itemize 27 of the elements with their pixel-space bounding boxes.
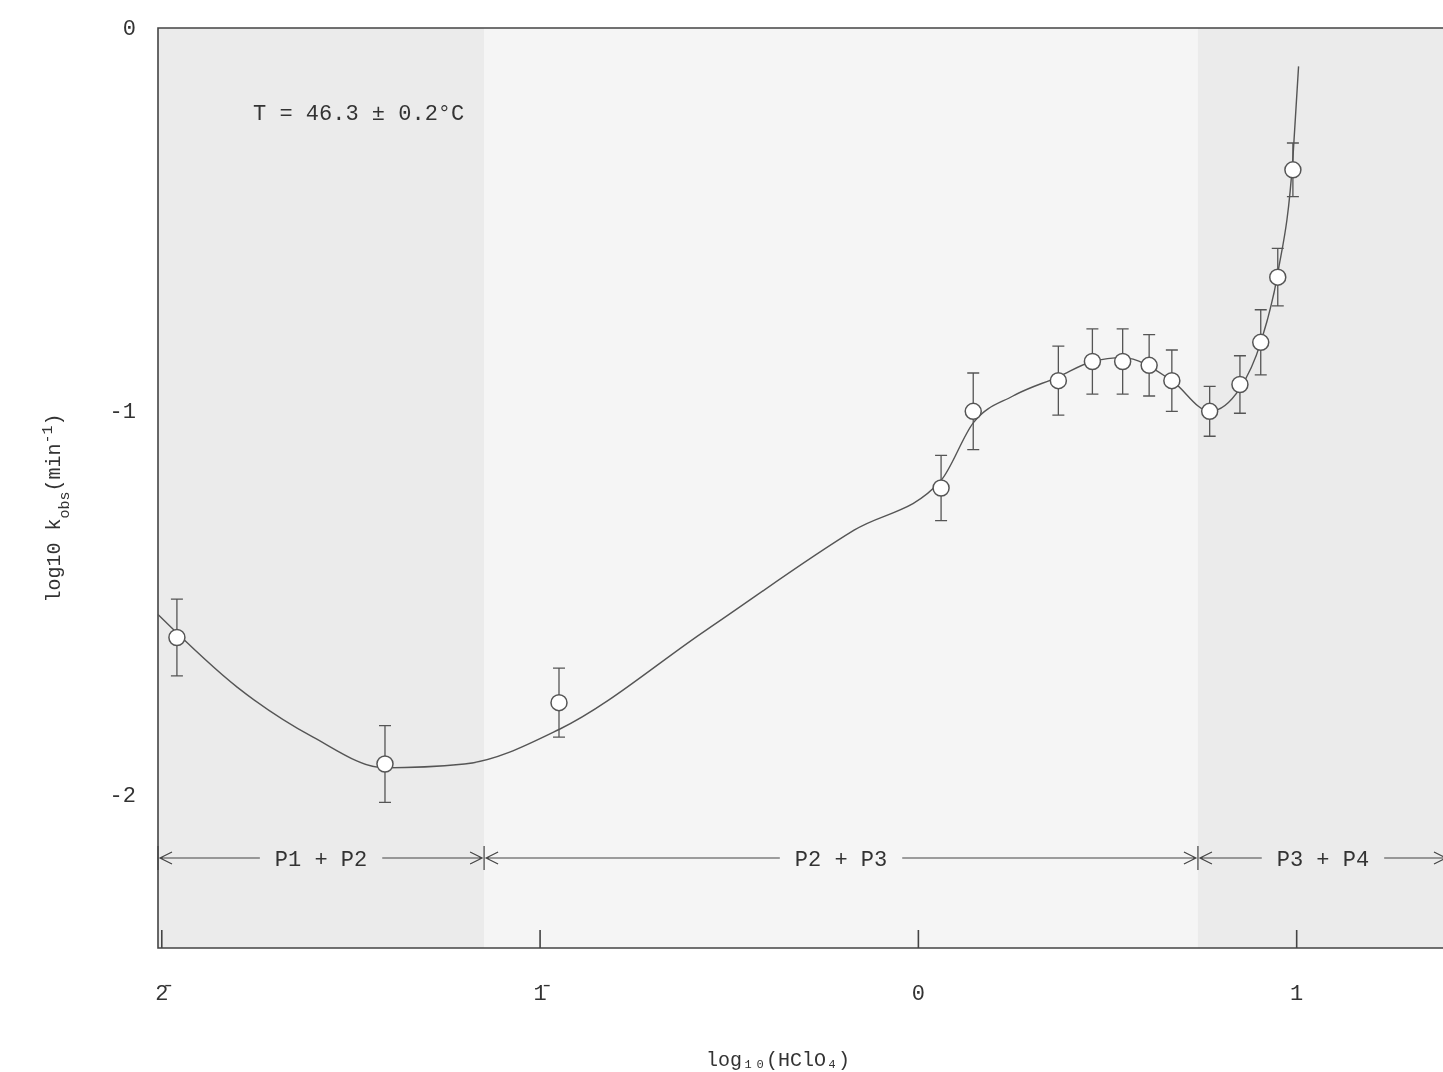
band-label: P2 + P3 (794, 848, 888, 873)
band-label: P1 + P2 (274, 848, 368, 873)
point (1231, 375, 1249, 394)
x-tick-label: 1 (1290, 982, 1304, 1007)
annotation: T = 46.3 ± 0.2°C (253, 102, 465, 127)
x-tick-label: 2̄ (155, 982, 172, 1007)
point (1269, 268, 1287, 286)
y-tick-label: -1 (109, 400, 136, 426)
point (964, 402, 982, 421)
point (1251, 333, 1270, 352)
point (1140, 356, 1158, 375)
point (1113, 352, 1132, 371)
point (1200, 402, 1219, 421)
band-label: P3 + P4 (1276, 848, 1370, 873)
x-axis-title: log₁₀(HClO₄) (705, 1049, 851, 1072)
point (376, 755, 394, 773)
point (1163, 371, 1181, 390)
point (1083, 352, 1102, 371)
point (932, 479, 950, 497)
y-tick-label: -2 (109, 783, 136, 809)
x-tick-label: 0 (911, 982, 925, 1007)
point (168, 628, 186, 647)
point (1049, 371, 1068, 390)
y-tick-label: 0 (122, 17, 136, 42)
point (550, 693, 568, 712)
x-tick-label: 1̄ (533, 982, 550, 1007)
point (1284, 161, 1302, 179)
